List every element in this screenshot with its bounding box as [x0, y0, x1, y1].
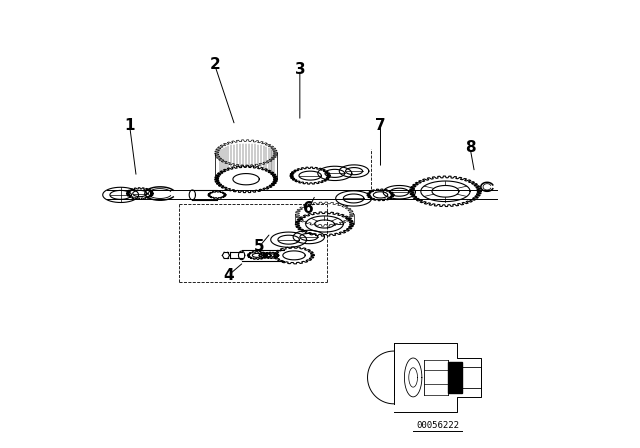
Text: 1: 1: [124, 118, 135, 133]
Text: 3: 3: [294, 62, 305, 77]
Text: 6: 6: [303, 201, 314, 216]
Text: 5: 5: [254, 239, 265, 254]
Bar: [448, 362, 462, 393]
Text: 2: 2: [209, 57, 220, 73]
Text: 8: 8: [465, 140, 476, 155]
Text: 7: 7: [375, 118, 386, 133]
Text: 00056222: 00056222: [416, 421, 459, 430]
Text: 4: 4: [223, 268, 234, 283]
